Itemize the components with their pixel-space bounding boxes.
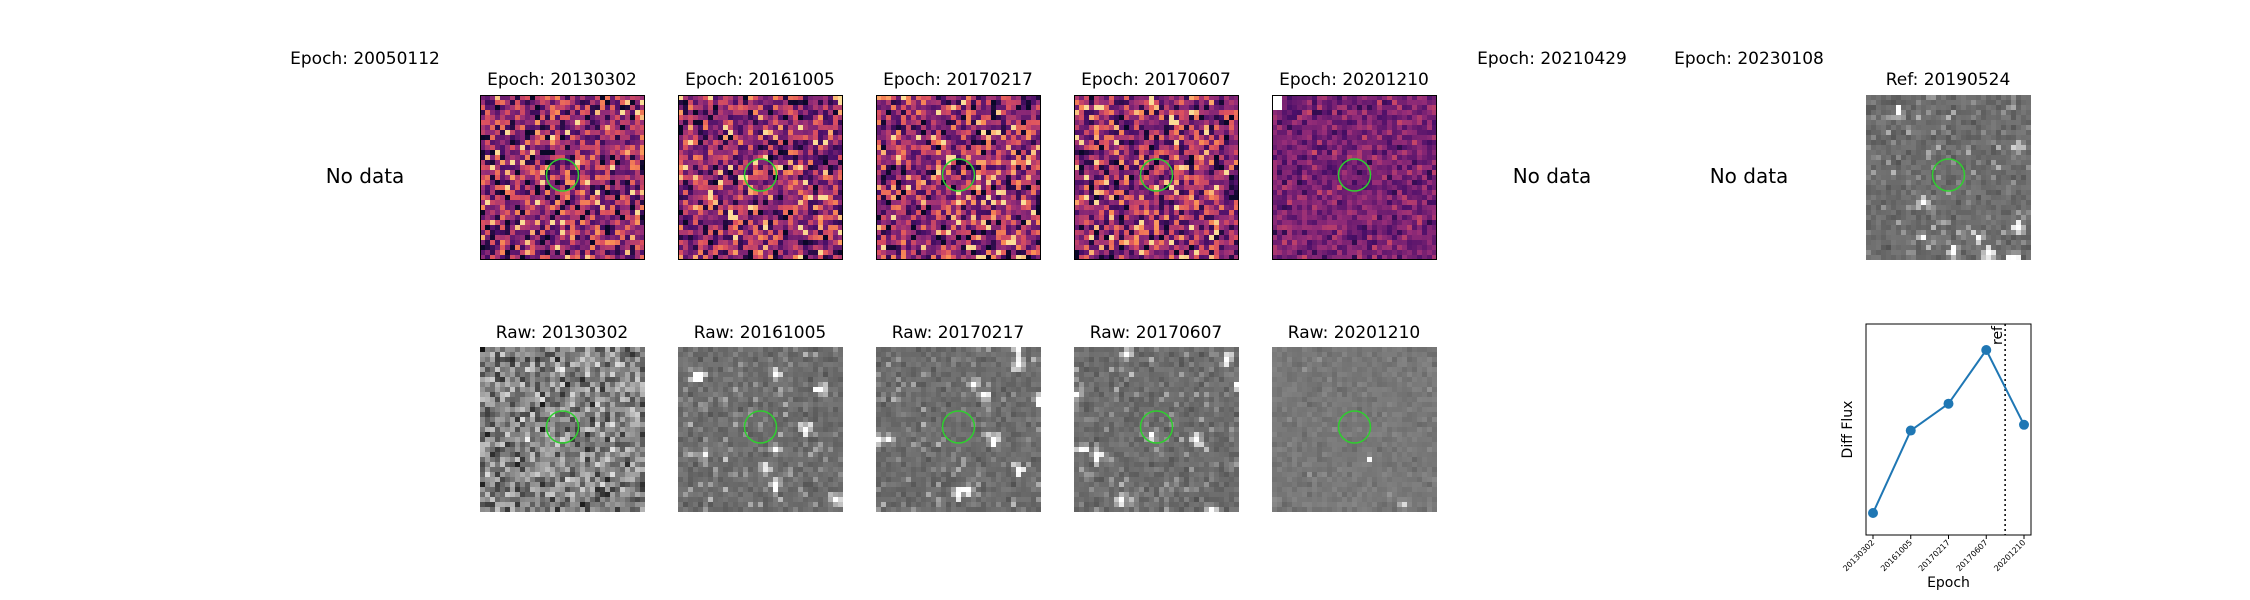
panel-title-epoch-20170607: Epoch: 20170607 bbox=[1081, 70, 1231, 90]
panel-title-epoch-20210429: Epoch: 20210429 bbox=[1477, 49, 1627, 69]
raw-image-20170607 bbox=[1074, 347, 1239, 512]
x-tick-label: 20201210 bbox=[1992, 538, 2027, 573]
aperture-circle bbox=[1139, 410, 1174, 444]
panel-title-raw-20201210: Raw: 20201210 bbox=[1287, 323, 1421, 343]
y-axis-label: Diff Flux bbox=[1840, 401, 1856, 459]
x-tick-label: 20130302 bbox=[1841, 538, 1876, 573]
aperture-circle-layer bbox=[1139, 410, 1174, 444]
plot-frame bbox=[1865, 323, 2032, 536]
data-point bbox=[1981, 345, 1992, 355]
panel-title-ref-20190524: Ref: 20190524 bbox=[1885, 70, 2011, 90]
no-data-20230108: No data bbox=[1709, 164, 1789, 188]
data-point bbox=[1905, 425, 1916, 436]
aperture-circle bbox=[1337, 410, 1372, 444]
aperture-circle-layer bbox=[1931, 158, 1966, 192]
aperture-circle bbox=[545, 158, 580, 192]
panel-title-epoch-20201210: Epoch: 20201210 bbox=[1279, 70, 1429, 90]
aperture-circle bbox=[941, 410, 976, 444]
panel-title-epoch-20161005: Epoch: 20161005 bbox=[685, 70, 835, 90]
aperture-circle bbox=[1931, 158, 1966, 192]
data-point bbox=[1868, 508, 1878, 518]
ref-label: ref bbox=[1990, 325, 2006, 345]
aperture-circle bbox=[743, 410, 778, 444]
panel-title-epoch-20230108: Epoch: 20230108 bbox=[1674, 49, 1824, 69]
aperture-circle bbox=[743, 158, 778, 192]
aperture-circle-layer bbox=[545, 410, 580, 444]
aperture-circle-layer bbox=[941, 410, 976, 444]
aperture-circle-layer bbox=[1337, 410, 1372, 444]
diff-image-20130302 bbox=[480, 95, 645, 260]
aperture-circle-layer bbox=[1139, 158, 1174, 192]
aperture-circle bbox=[545, 410, 580, 444]
x-tick-label: 20170217 bbox=[1917, 538, 1952, 573]
panel-title-raw-20170217: Raw: 20170217 bbox=[891, 323, 1025, 343]
aperture-circle-layer bbox=[545, 158, 580, 192]
x-tick-label: 20170607 bbox=[1955, 538, 1990, 573]
panel-title-epoch-20130302: Epoch: 20130302 bbox=[487, 70, 637, 90]
data-point bbox=[2019, 419, 2029, 430]
series-line bbox=[1872, 348, 2025, 514]
aperture-circle-layer bbox=[1337, 158, 1372, 192]
panel-title-epoch-20170217: Epoch: 20170217 bbox=[883, 70, 1033, 90]
panel-title-raw-20130302: Raw: 20130302 bbox=[495, 323, 629, 343]
data-point bbox=[1943, 398, 1954, 409]
diff-image-20170607 bbox=[1074, 95, 1239, 260]
diff-image-20201210 bbox=[1272, 95, 1437, 260]
x-axis-label: Epoch bbox=[1927, 575, 1970, 591]
panel-title-raw-20170607: Raw: 20170607 bbox=[1089, 323, 1223, 343]
diff-image-20170217 bbox=[876, 95, 1041, 260]
panel-title-epoch-20050112: Epoch: 20050112 bbox=[290, 49, 440, 69]
aperture-circle-layer bbox=[743, 410, 778, 444]
aperture-circle-layer bbox=[743, 158, 778, 192]
aperture-circle bbox=[941, 158, 976, 192]
aperture-circle-layer bbox=[941, 158, 976, 192]
no-data-20210429: No data bbox=[1512, 164, 1592, 188]
aperture-circle bbox=[1337, 158, 1372, 192]
no-data-20050112: No data bbox=[325, 164, 405, 188]
aperture-circle bbox=[1139, 158, 1174, 192]
raw-image-20201210 bbox=[1272, 347, 1437, 512]
diff-image-20161005 bbox=[678, 95, 843, 260]
raw-image-20130302 bbox=[480, 347, 645, 512]
reference-image-20190524 bbox=[1866, 95, 2031, 260]
raw-image-20170217 bbox=[876, 347, 1041, 512]
panel-title-raw-20161005: Raw: 20161005 bbox=[693, 323, 827, 343]
raw-image-20161005 bbox=[678, 347, 843, 512]
x-tick-label: 20161005 bbox=[1879, 538, 1914, 573]
